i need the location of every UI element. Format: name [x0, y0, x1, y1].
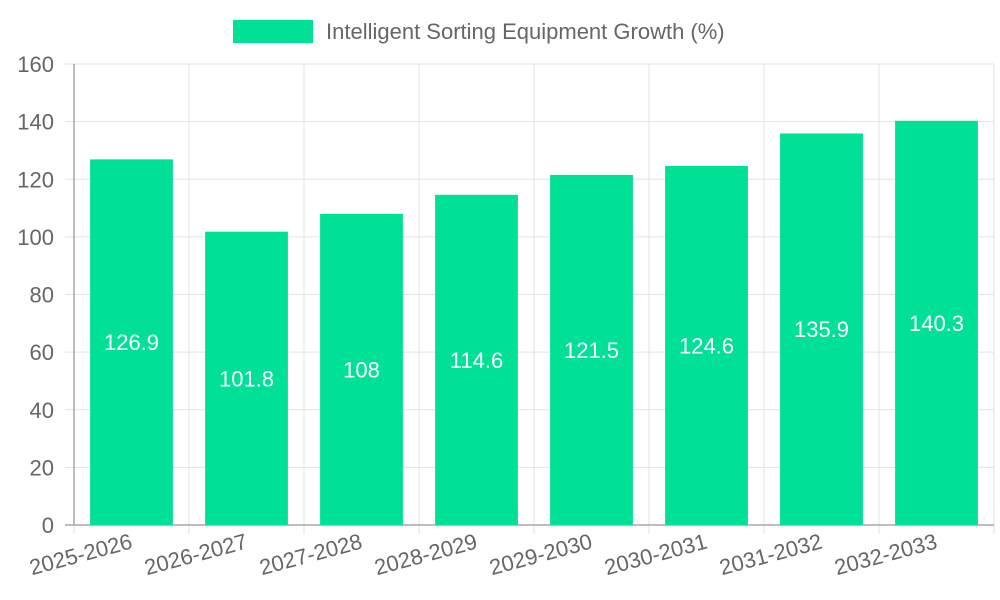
y-tick-label: 80	[30, 283, 54, 308]
y-tick-label: 120	[17, 167, 54, 192]
y-tick-label: 140	[17, 110, 54, 135]
bar-value-label: 108	[343, 357, 380, 382]
y-tick-label: 160	[17, 52, 54, 77]
x-tick-label: 2028-2029	[372, 529, 480, 580]
bar-value-label: 101.8	[219, 366, 274, 391]
y-tick-label: 40	[30, 398, 54, 423]
x-tick-label: 2030-2031	[602, 529, 710, 580]
legend[interactable]: Intelligent Sorting Equipment Growth (%)	[233, 19, 725, 44]
y-tick-label: 100	[17, 225, 54, 250]
bar-value-label: 124.6	[679, 333, 734, 358]
y-tick-label: 0	[42, 513, 54, 538]
x-tick-label: 2032-2033	[832, 529, 940, 580]
y-tick-label: 20	[30, 455, 54, 480]
bar[interactable]	[780, 133, 863, 526]
legend-swatch	[233, 20, 313, 43]
bar[interactable]	[550, 174, 633, 525]
x-tick-label: 2031-2032	[717, 529, 825, 580]
bar[interactable]	[895, 120, 978, 526]
bar-value-label: 126.9	[104, 330, 159, 355]
legend-label: Intelligent Sorting Equipment Growth (%)	[326, 19, 725, 44]
bar[interactable]	[205, 231, 288, 525]
x-tick-label: 2026-2027	[142, 529, 250, 580]
y-tick-label: 60	[30, 340, 54, 365]
data-labels: 126.9 101.8 108 114.6 121.5 124.6 135.9 140.3	[104, 311, 964, 391]
bar[interactable]	[435, 194, 518, 525]
bar[interactable]	[665, 165, 748, 525]
bars	[90, 120, 978, 526]
bar-value-label: 135.9	[794, 317, 849, 342]
bar-value-label: 121.5	[564, 338, 619, 363]
bar-value-label: 140.3	[909, 311, 964, 336]
x-tick-label: 2027-2028	[257, 529, 365, 580]
bar[interactable]	[320, 213, 403, 525]
bar-value-label: 114.6	[450, 348, 503, 373]
bar[interactable]	[90, 159, 173, 525]
x-tick-label: 2029-2030	[487, 529, 595, 580]
